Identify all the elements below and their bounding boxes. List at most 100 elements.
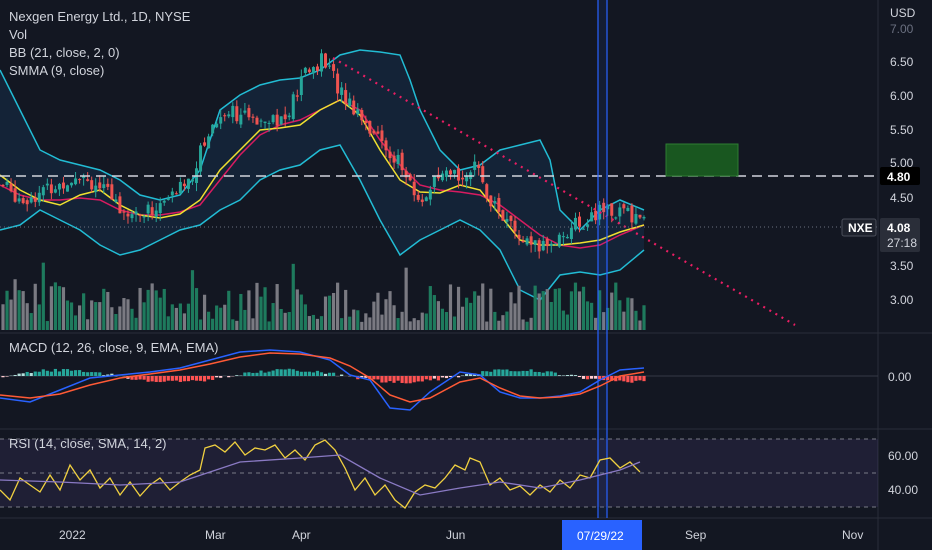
- candle-body[interactable]: [642, 217, 646, 219]
- candle-body[interactable]: [481, 166, 485, 183]
- candle-body[interactable]: [243, 110, 247, 113]
- candle-body[interactable]: [356, 109, 360, 115]
- candle-body[interactable]: [102, 184, 106, 189]
- candle-body[interactable]: [384, 140, 388, 151]
- candle-body[interactable]: [610, 203, 614, 216]
- legend-macd[interactable]: MACD (12, 26, close, 9, EMA, EMA): [9, 340, 219, 355]
- candle-body[interactable]: [332, 64, 336, 71]
- candle-body[interactable]: [53, 189, 57, 193]
- candle-body[interactable]: [432, 176, 436, 187]
- candle-body[interactable]: [485, 184, 489, 199]
- candle-body[interactable]: [207, 136, 211, 149]
- candle-body[interactable]: [380, 130, 384, 141]
- candle-body[interactable]: [219, 117, 223, 124]
- candle-body[interactable]: [61, 182, 65, 189]
- candle-body[interactable]: [21, 198, 25, 204]
- candle-body[interactable]: [586, 224, 590, 227]
- candle-body[interactable]: [529, 236, 533, 245]
- candle-body[interactable]: [126, 213, 130, 217]
- candle-body[interactable]: [541, 240, 545, 251]
- candle-body[interactable]: [118, 196, 122, 214]
- candle-body[interactable]: [154, 210, 158, 218]
- candle-body[interactable]: [263, 121, 267, 124]
- candle-body[interactable]: [465, 175, 469, 182]
- candle-body[interactable]: [66, 185, 70, 192]
- legend-bb[interactable]: BB (21, close, 2, 0): [9, 45, 120, 60]
- candle-body[interactable]: [364, 120, 368, 124]
- candle-body[interactable]: [203, 142, 207, 146]
- candle-body[interactable]: [215, 123, 219, 128]
- candle-body[interactable]: [86, 179, 90, 181]
- candle-body[interactable]: [311, 67, 315, 74]
- candle-body[interactable]: [489, 195, 493, 207]
- candle-body[interactable]: [497, 197, 501, 212]
- candle-body[interactable]: [561, 236, 565, 238]
- candle-body[interactable]: [537, 240, 541, 252]
- candle-body[interactable]: [420, 199, 424, 202]
- candle-body[interactable]: [521, 240, 525, 243]
- candle-body[interactable]: [630, 205, 634, 223]
- candle-body[interactable]: [74, 178, 78, 185]
- candle-body[interactable]: [525, 238, 529, 245]
- candle-body[interactable]: [166, 198, 170, 200]
- candle-body[interactable]: [388, 151, 392, 159]
- candle-body[interactable]: [150, 207, 154, 215]
- candle-body[interactable]: [602, 202, 606, 213]
- time-axis[interactable]: 2022 Mar Apr Jun Sep Nov: [59, 528, 863, 542]
- candle-body[interactable]: [78, 179, 82, 181]
- candle-body[interactable]: [444, 170, 448, 177]
- candle-body[interactable]: [299, 76, 303, 96]
- candle-body[interactable]: [626, 207, 630, 211]
- candle-body[interactable]: [372, 130, 376, 134]
- candle-body[interactable]: [33, 197, 37, 202]
- candle-body[interactable]: [130, 214, 134, 219]
- candle-body[interactable]: [509, 215, 513, 221]
- candle-body[interactable]: [360, 110, 364, 121]
- candle-body[interactable]: [162, 200, 166, 203]
- candle-body[interactable]: [182, 183, 186, 187]
- candle-body[interactable]: [259, 120, 263, 122]
- candle-body[interactable]: [9, 183, 13, 192]
- candle-body[interactable]: [348, 98, 352, 107]
- candle-body[interactable]: [231, 105, 235, 118]
- candle-body[interactable]: [37, 192, 41, 203]
- candle-body[interactable]: [376, 131, 380, 134]
- candle-body[interactable]: [573, 217, 577, 230]
- candles[interactable]: [1, 49, 646, 259]
- candle-body[interactable]: [45, 183, 49, 186]
- symbol-title[interactable]: Nexgen Energy Ltd., 1D, NYSE: [9, 9, 191, 24]
- candle-body[interactable]: [590, 212, 594, 222]
- candle-body[interactable]: [408, 174, 412, 181]
- candle-body[interactable]: [352, 100, 356, 115]
- candle-body[interactable]: [142, 216, 146, 218]
- candle-body[interactable]: [513, 220, 517, 232]
- candle-body[interactable]: [170, 191, 174, 196]
- candle-body[interactable]: [618, 207, 622, 217]
- candle-body[interactable]: [557, 234, 561, 247]
- legend-vol[interactable]: Vol: [9, 27, 28, 42]
- candle-body[interactable]: [283, 114, 287, 120]
- candle-body[interactable]: [25, 200, 29, 205]
- candle-body[interactable]: [271, 115, 275, 123]
- trendline[interactable]: [332, 57, 796, 326]
- candle-body[interactable]: [533, 240, 537, 245]
- candle-body[interactable]: [275, 114, 279, 126]
- candle-body[interactable]: [106, 183, 110, 187]
- candle-body[interactable]: [328, 65, 332, 67]
- candle-body[interactable]: [344, 90, 348, 104]
- price-axis[interactable]: USD 7.00 6.50 6.00 5.50 5.00 4.50 3.50 3…: [890, 6, 916, 307]
- candle-body[interactable]: [1, 184, 5, 186]
- candle-body[interactable]: [303, 67, 307, 73]
- candle-body[interactable]: [319, 53, 323, 72]
- candle-body[interactable]: [315, 66, 319, 71]
- candle-body[interactable]: [505, 218, 509, 222]
- candle-body[interactable]: [545, 238, 549, 247]
- candle-body[interactable]: [594, 210, 598, 221]
- candle-body[interactable]: [227, 114, 231, 117]
- candle-body[interactable]: [392, 155, 396, 163]
- candle-body[interactable]: [267, 122, 271, 124]
- candle-body[interactable]: [190, 179, 194, 182]
- candle-body[interactable]: [223, 115, 227, 117]
- candle-body[interactable]: [90, 180, 94, 190]
- candle-body[interactable]: [549, 243, 553, 246]
